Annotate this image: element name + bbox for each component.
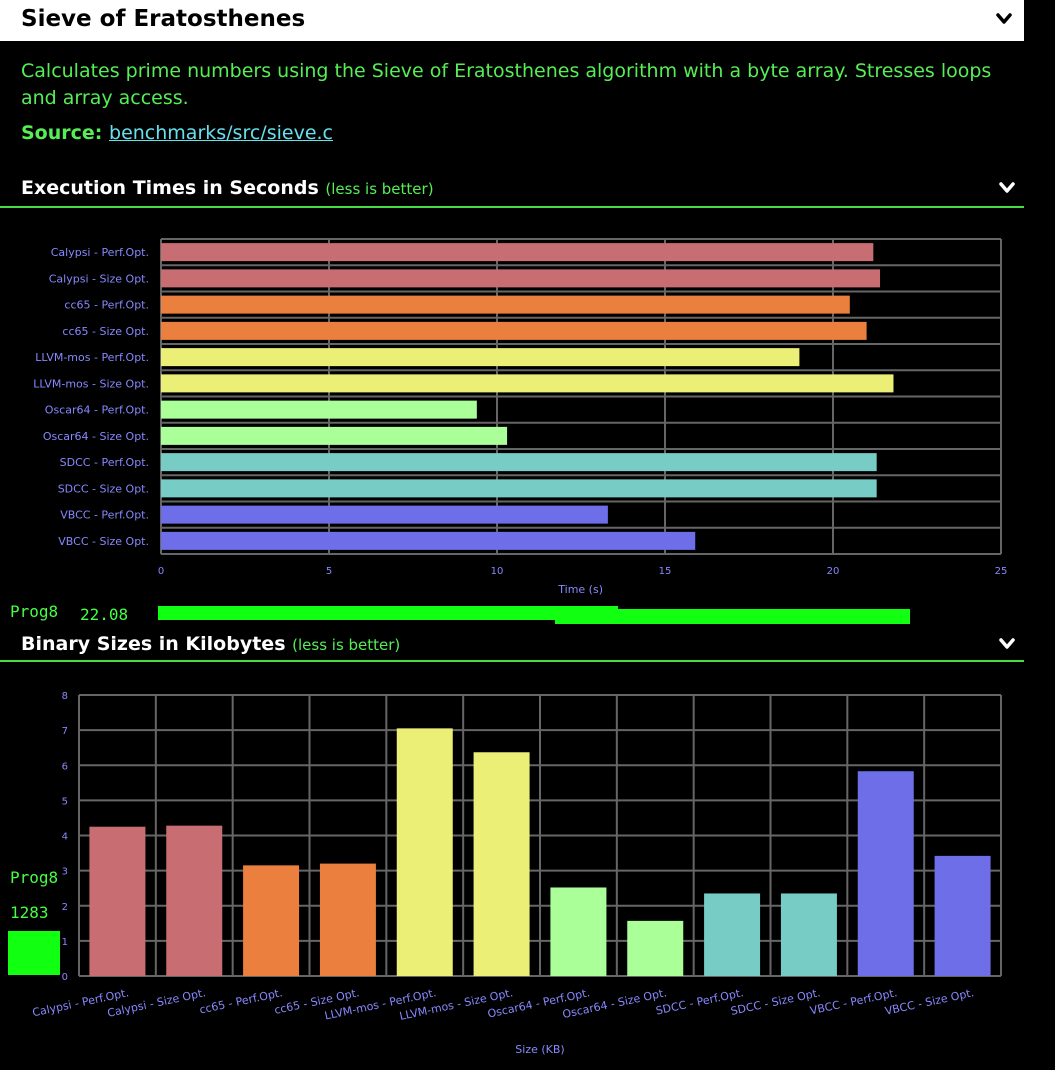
bar (473, 752, 530, 976)
x-tick-label: 0 (158, 566, 164, 577)
benchmark-header[interactable]: Sieve of Eratosthenes (0, 0, 1024, 41)
bar (934, 855, 991, 976)
y-tick-label: 3 (62, 867, 68, 878)
y-tick-label: 7 (62, 726, 68, 737)
size-prog-name: Prog8 (10, 868, 59, 887)
bar (857, 771, 914, 976)
bar (161, 348, 800, 367)
chevron-down-icon[interactable] (996, 13, 1012, 25)
bar (780, 893, 837, 976)
y-tick-label: VBCC - Perf.Opt. (60, 509, 149, 522)
bar (89, 826, 146, 976)
y-tick-label: cc65 - Size Opt. (62, 325, 149, 338)
chevron-down-icon[interactable] (999, 638, 1015, 650)
y-tick-label: SDCC - Perf.Opt. (60, 456, 149, 469)
size-section-divider (0, 660, 1024, 662)
bar (166, 825, 223, 976)
size-section-header[interactable]: Binary Sizes in Kilobytes (less is bette… (21, 633, 400, 655)
bar (161, 426, 508, 445)
y-tick-label: VBCC - Size Opt. (58, 535, 149, 548)
y-tick-label: SDCC - Size Opt. (58, 482, 149, 495)
y-tick-label: Calypsi - Perf.Opt. (51, 246, 149, 259)
x-tick-label: 20 (827, 566, 840, 577)
exec-times-chart: 0 5 10 15 20 25 Calypsi - Perf.Opt. Calypsi - S… (33, 238, 1008, 596)
x-tick-label: cc65 - Perf.Opt. (198, 986, 283, 1016)
bar (396, 728, 453, 976)
y-tick-label: 2 (62, 902, 68, 913)
exec-section-title: Execution Times in Seconds (21, 177, 319, 199)
x-axis-label: Size (KB) (515, 1043, 564, 1056)
size-prog-value: 1283 (10, 903, 49, 922)
x-axis-label: Time (s) (557, 583, 603, 596)
y-tick-label: 1 (62, 937, 68, 948)
bar (161, 505, 608, 524)
y-tick-label: cc65 - Perf.Opt. (64, 299, 149, 312)
exec-prog-name: Prog8 (10, 602, 59, 621)
bar (161, 453, 877, 472)
y-tick-label: Oscar64 - Size Opt. (43, 430, 149, 443)
x-tick-label: VBCC - Size Opt. (884, 986, 975, 1018)
source-link[interactable]: benchmarks/src/sieve.c (109, 122, 333, 144)
exec-prog-value: 22.08 (80, 605, 129, 624)
x-tick-label: 25 (995, 566, 1008, 577)
bar (161, 269, 881, 288)
y-tick-label: LLVM-mos - Perf.Opt. (35, 351, 149, 364)
y-tick-label: Oscar64 - Perf.Opt. (45, 404, 149, 417)
bar (161, 400, 477, 419)
bar (550, 887, 607, 976)
bar (161, 295, 850, 314)
size-section-hint: (less is better) (292, 636, 401, 654)
x-tick-label: 15 (659, 566, 672, 577)
y-tick-label: 0 (62, 972, 68, 983)
y-tick-label: 5 (62, 796, 68, 807)
y-tick-label: 8 (62, 691, 68, 702)
benchmark-description: Calculates prime numbers using the Sieve… (21, 60, 992, 109)
bar (161, 374, 894, 393)
source-line: Source: benchmarks/src/sieve.c (21, 122, 333, 144)
exec-section-header[interactable]: Execution Times in Seconds (less is bett… (21, 177, 434, 199)
bar (161, 479, 877, 498)
exec-prog-bar-segment (158, 606, 618, 620)
y-tick-label: LLVM-mos - Size Opt. (33, 377, 149, 390)
bar (161, 243, 874, 262)
bar (243, 865, 300, 976)
size-prog-bar (8, 931, 60, 975)
y-tick-label: 4 (62, 832, 68, 843)
x-tick-label: SDCC - Size Opt. (730, 986, 822, 1018)
exec-section-divider (0, 206, 1024, 208)
source-label: Source: (21, 122, 103, 144)
y-tick-label: Calypsi - Size Opt. (49, 272, 149, 285)
chevron-down-icon[interactable] (999, 182, 1015, 194)
exec-prog-bar-segment (555, 609, 910, 624)
exec-section-hint: (less is better) (325, 180, 434, 198)
bar (704, 893, 761, 976)
bar (161, 321, 867, 340)
bar (319, 863, 376, 976)
size-section-title: Binary Sizes in Kilobytes (21, 633, 286, 655)
bar (627, 920, 684, 976)
benchmark-title: Sieve of Eratosthenes (21, 6, 306, 32)
x-tick-label: 10 (491, 566, 504, 577)
bar (161, 531, 696, 550)
y-tick-label: 6 (62, 761, 68, 772)
x-tick-label: 5 (326, 566, 332, 577)
